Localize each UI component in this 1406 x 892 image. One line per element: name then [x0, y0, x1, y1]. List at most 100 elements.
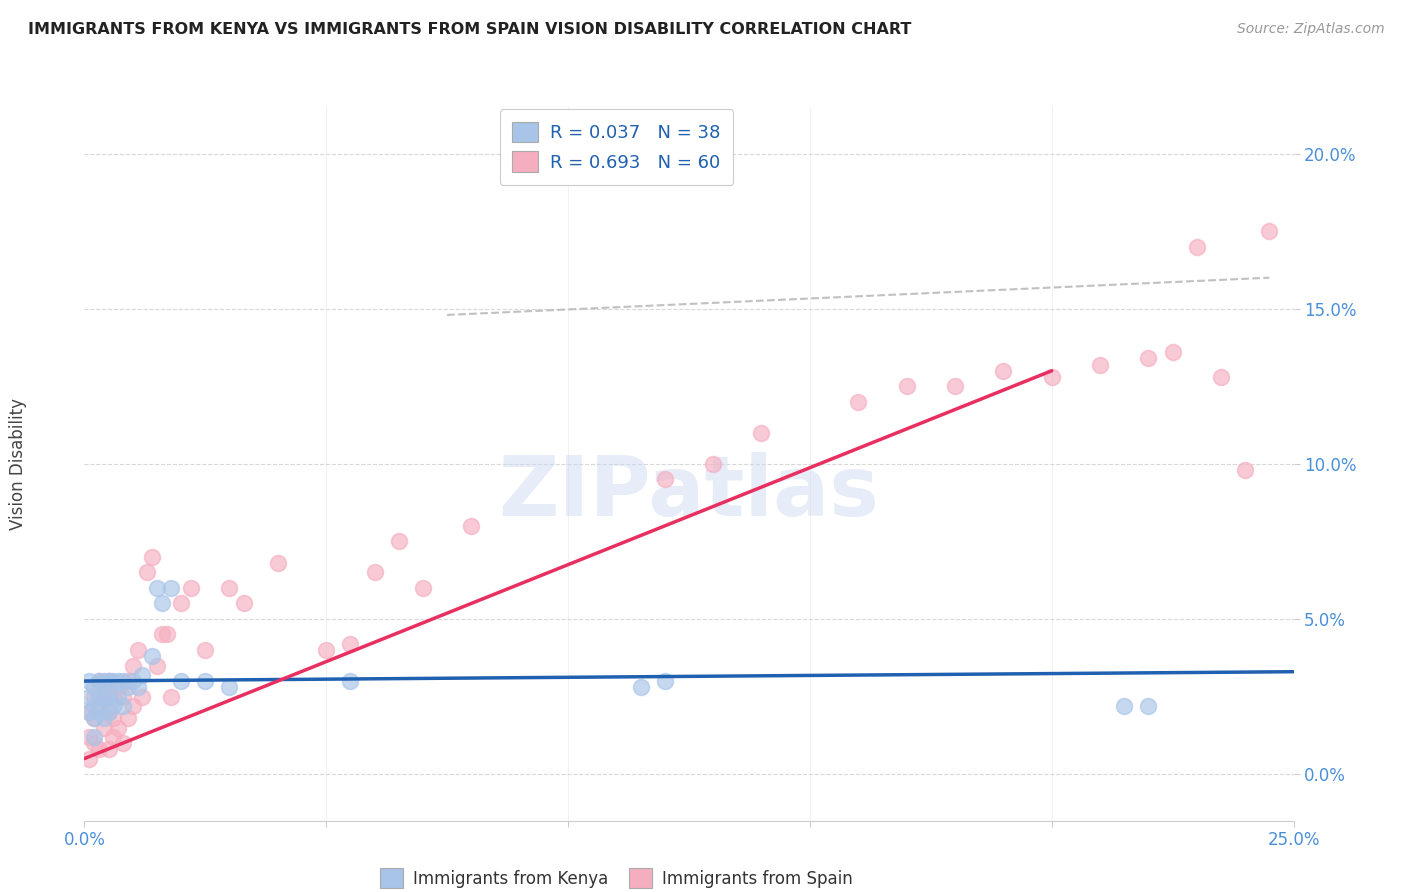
Point: [103, 690, 125, 704]
Point: [87, 742, 110, 756]
Point: [654, 673, 676, 688]
Point: [194, 643, 217, 657]
Point: [388, 534, 411, 549]
Point: [117, 673, 139, 688]
Point: [1137, 351, 1160, 366]
Point: [87, 673, 110, 688]
Point: [141, 649, 163, 664]
Point: [751, 425, 773, 440]
Point: [103, 698, 125, 713]
Point: [127, 680, 149, 694]
Point: [136, 566, 159, 580]
Point: [412, 581, 434, 595]
Point: [218, 581, 240, 595]
Point: [1258, 224, 1281, 238]
Point: [141, 549, 163, 564]
Point: [83, 736, 105, 750]
Point: [117, 680, 139, 694]
Point: [131, 668, 153, 682]
Point: [112, 736, 135, 750]
Point: [83, 698, 105, 713]
Point: [87, 673, 110, 688]
Point: [315, 643, 337, 657]
Point: [103, 711, 125, 725]
Point: [77, 705, 100, 719]
Point: [103, 673, 125, 688]
Point: [77, 751, 100, 765]
Point: [1114, 698, 1136, 713]
Point: [121, 658, 143, 673]
Point: [77, 673, 100, 688]
Point: [218, 680, 240, 694]
Point: [1234, 463, 1257, 477]
Point: [107, 721, 129, 735]
Text: IMMIGRANTS FROM KENYA VS IMMIGRANTS FROM SPAIN VISION DISABILITY CORRELATION CHA: IMMIGRANTS FROM KENYA VS IMMIGRANTS FROM…: [28, 22, 911, 37]
Point: [896, 379, 918, 393]
Point: [170, 597, 193, 611]
Point: [112, 690, 135, 704]
Point: [460, 519, 482, 533]
Text: Source: ZipAtlas.com: Source: ZipAtlas.com: [1237, 22, 1385, 37]
Point: [87, 705, 110, 719]
Point: [180, 581, 202, 595]
Point: [87, 698, 110, 713]
Text: ZIPatlas: ZIPatlas: [499, 452, 879, 533]
Point: [97, 673, 120, 688]
Point: [160, 581, 183, 595]
Point: [146, 581, 169, 595]
Point: [339, 673, 361, 688]
Point: [93, 690, 115, 704]
Point: [77, 705, 100, 719]
Point: [150, 597, 173, 611]
Point: [107, 673, 129, 688]
Point: [83, 711, 105, 725]
Point: [83, 730, 105, 744]
Point: [97, 690, 120, 704]
Point: [160, 690, 183, 704]
Point: [83, 690, 105, 704]
Point: [170, 673, 193, 688]
Point: [127, 643, 149, 657]
Point: [112, 673, 135, 688]
Point: [654, 472, 676, 486]
Point: [993, 364, 1015, 378]
Point: [83, 711, 105, 725]
Point: [107, 690, 129, 704]
Point: [339, 637, 361, 651]
Point: [121, 673, 143, 688]
Point: [97, 705, 120, 719]
Point: [233, 597, 256, 611]
Point: [1137, 698, 1160, 713]
Point: [1161, 345, 1184, 359]
Point: [93, 711, 115, 725]
Point: [83, 680, 105, 694]
Point: [846, 394, 869, 409]
Legend: Immigrants from Kenya, Immigrants from Spain: Immigrants from Kenya, Immigrants from S…: [374, 862, 859, 892]
Point: [194, 673, 217, 688]
Point: [150, 627, 173, 641]
Point: [77, 690, 100, 704]
Point: [1185, 240, 1208, 254]
Point: [131, 690, 153, 704]
Point: [97, 742, 120, 756]
Point: [1040, 370, 1063, 384]
Point: [1088, 358, 1111, 372]
Point: [117, 711, 139, 725]
Point: [121, 698, 143, 713]
Point: [630, 680, 652, 694]
Point: [93, 721, 115, 735]
Point: [146, 658, 169, 673]
Text: Vision Disability: Vision Disability: [8, 398, 27, 530]
Point: [155, 627, 177, 641]
Point: [87, 690, 110, 704]
Point: [112, 698, 135, 713]
Point: [702, 457, 724, 471]
Point: [1209, 370, 1232, 384]
Point: [103, 730, 125, 744]
Point: [97, 673, 120, 688]
Point: [107, 680, 129, 694]
Point: [363, 566, 385, 580]
Point: [943, 379, 966, 393]
Point: [93, 673, 115, 688]
Point: [93, 690, 115, 704]
